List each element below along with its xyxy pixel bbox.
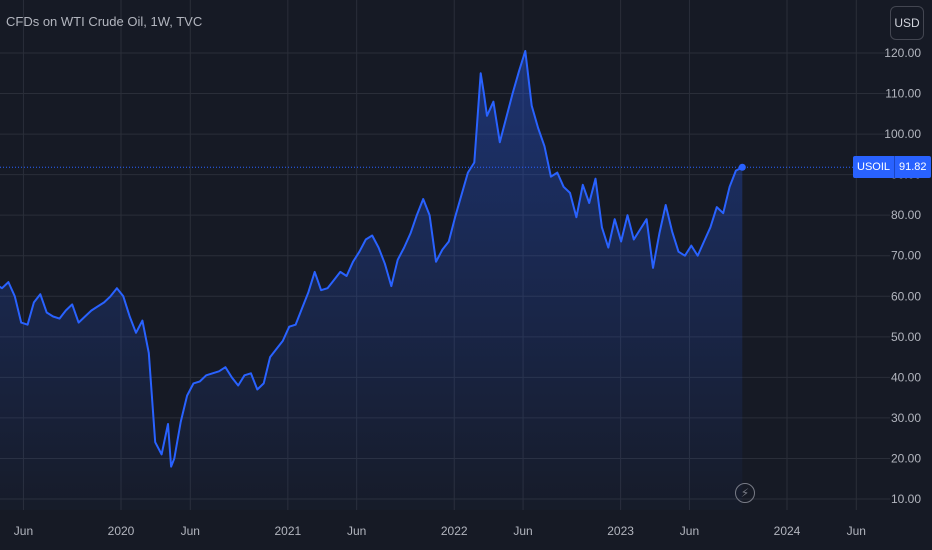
time-tick-label: Jun (181, 524, 200, 538)
lightning-icon[interactable]: ⚡︎ (735, 483, 755, 503)
time-tick-label: Jun (14, 524, 33, 538)
time-tick-label: 2023 (607, 524, 634, 538)
price-tick-label: 80.00 (891, 208, 921, 222)
price-label: 91.82 (894, 156, 931, 179)
chart-title: CFDs on WTI Crude Oil, 1W, TVC (6, 14, 203, 29)
time-tick-label: 2020 (108, 524, 135, 538)
price-tick-label: 40.00 (891, 370, 921, 384)
time-tick-label: Jun (680, 524, 699, 538)
time-tick-label: Jun (513, 524, 532, 538)
price-tick-label: 110.00 (885, 87, 921, 101)
price-tick-label: 70.00 (891, 249, 921, 263)
price-tick-label: 100.00 (884, 127, 921, 141)
last-price-tag: USOIL 91.82 (853, 156, 931, 179)
currency-button[interactable]: USD (890, 6, 924, 40)
price-tick-label: 50.00 (891, 330, 921, 344)
time-tick-label: Jun (847, 524, 866, 538)
price-axis[interactable]: 10.00 20.00 30.00 40.00 50.00 60.00 70.00 80.00… (884, 46, 921, 506)
symbol-label: USOIL (853, 156, 895, 179)
time-tick-label: 2021 (274, 524, 301, 538)
price-tick-label: 60.00 (891, 289, 921, 303)
series-line (0, 50, 743, 468)
time-tick-label: 2024 (774, 524, 801, 538)
price-tick-label: 30.00 (891, 411, 921, 425)
price-tick-label: 20.00 (891, 451, 921, 465)
time-tick-label: 2022 (441, 524, 468, 538)
price-tick-label: 10.00 (891, 492, 921, 506)
time-axis[interactable]: Jun 2020 Jun 2021 Jun 2022 Jun 2023 Jun 2024 Jun (14, 524, 866, 538)
time-tick-label: Jun (347, 524, 366, 538)
last-price-marker (738, 163, 746, 171)
series-area (0, 51, 743, 510)
price-tick-label: 120.00 (884, 46, 921, 60)
